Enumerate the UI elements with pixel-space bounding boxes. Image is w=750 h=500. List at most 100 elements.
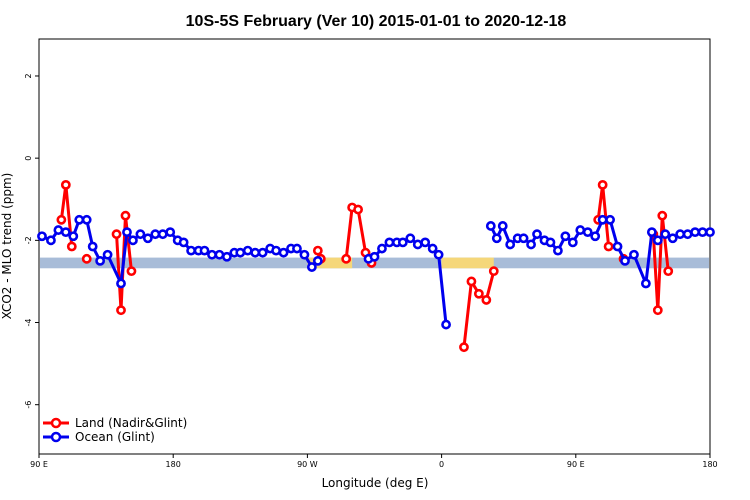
data-point — [405, 233, 416, 244]
data-point — [341, 253, 352, 264]
data-point — [553, 245, 563, 256]
data-point — [663, 266, 674, 277]
data-point — [207, 249, 217, 260]
series-1 — [37, 214, 715, 330]
land-band — [307, 257, 353, 269]
data-point — [214, 249, 225, 260]
data-point — [497, 221, 508, 231]
data-point — [640, 278, 651, 289]
data-point — [278, 247, 289, 258]
data-point — [612, 241, 623, 252]
x-tick-label: 0 — [439, 460, 444, 469]
data-point — [657, 210, 668, 221]
data-point — [81, 253, 92, 264]
data-point — [488, 266, 499, 277]
legend-ocean-marker — [50, 431, 62, 443]
data-point — [102, 249, 113, 260]
y-tick-label: 0 — [24, 156, 33, 161]
chart-title: 10S-5S February (Ver 10) 2015-01-01 to 2… — [186, 13, 567, 30]
data-point — [505, 239, 516, 250]
data-point — [353, 204, 363, 215]
data-point — [116, 278, 126, 289]
y-axis: 2 0 -2 -4 -6 — [24, 73, 39, 409]
data-point — [235, 247, 246, 258]
y-tick-label: -2 — [24, 236, 33, 244]
y-tick-label: -6 — [24, 401, 33, 409]
data-point — [271, 245, 281, 256]
data-point — [481, 295, 492, 305]
data-point — [682, 229, 693, 240]
series-0 — [56, 179, 674, 353]
data-point — [705, 227, 715, 238]
data-point — [122, 227, 132, 238]
data-point — [532, 229, 542, 240]
x-tick-label: 180 — [166, 460, 181, 469]
data-point — [221, 251, 232, 262]
data-point — [697, 227, 708, 238]
data-point — [459, 342, 469, 353]
data-point — [590, 231, 601, 242]
data-point — [312, 255, 323, 266]
x-tick-label: 90 W — [297, 460, 318, 469]
series-line — [489, 218, 710, 285]
data-point — [545, 237, 556, 248]
data-point — [157, 229, 168, 240]
data-point — [652, 235, 663, 246]
data-point — [485, 221, 496, 231]
data-point — [690, 227, 700, 238]
y-axis-label: XCO2 - MLO trend (ppm) — [0, 173, 14, 320]
data-point — [165, 227, 176, 238]
data-point — [441, 319, 451, 330]
data-point — [369, 251, 380, 262]
data-point — [377, 243, 387, 254]
data-point — [597, 179, 608, 190]
x-axis: 90 E 180 90 W 0 90 E 180 — [30, 454, 718, 469]
data-point — [605, 214, 615, 225]
data-point — [257, 247, 268, 258]
series-layer — [37, 179, 715, 353]
data-point — [53, 225, 64, 235]
data-point — [111, 229, 122, 240]
data-point — [526, 239, 536, 250]
data-point — [560, 231, 571, 242]
data-point — [491, 233, 502, 244]
data-point — [199, 245, 210, 256]
data-point — [87, 241, 98, 252]
data-point — [150, 229, 161, 240]
y-tick-label: 2 — [24, 73, 33, 78]
legend: Land (Nadir&Glint) Ocean (Glint) — [43, 416, 187, 444]
data-point — [575, 225, 586, 235]
data-point — [68, 231, 79, 242]
data-point — [582, 227, 593, 238]
data-point — [646, 227, 657, 238]
data-point — [56, 214, 67, 225]
data-point — [66, 241, 77, 252]
x-axis-label: Longitude (deg E) — [322, 476, 429, 490]
data-point — [597, 214, 608, 225]
data-point — [46, 235, 56, 246]
data-point — [116, 305, 126, 316]
data-point — [675, 229, 686, 240]
data-point — [95, 255, 106, 266]
legend-land-marker — [50, 417, 62, 429]
data-point — [186, 245, 196, 256]
data-point — [518, 233, 529, 244]
data-point — [299, 249, 310, 260]
x-tick-label: 90 E — [567, 460, 585, 469]
data-point — [126, 266, 137, 277]
data-point — [433, 249, 444, 260]
data-point — [142, 233, 153, 244]
data-point — [60, 227, 71, 238]
data-point — [306, 262, 317, 272]
data-point — [412, 239, 423, 250]
y-tick-label: -4 — [24, 319, 33, 327]
plot-frame — [38, 38, 711, 455]
data-point — [660, 229, 671, 240]
legend-ocean-label: Ocean (Glint) — [75, 430, 155, 444]
data-point — [420, 237, 431, 248]
data-point — [667, 233, 678, 244]
data-point — [242, 245, 253, 256]
data-point — [81, 214, 92, 225]
data-point — [466, 276, 477, 287]
x-tick-label: 90 E — [30, 460, 48, 469]
